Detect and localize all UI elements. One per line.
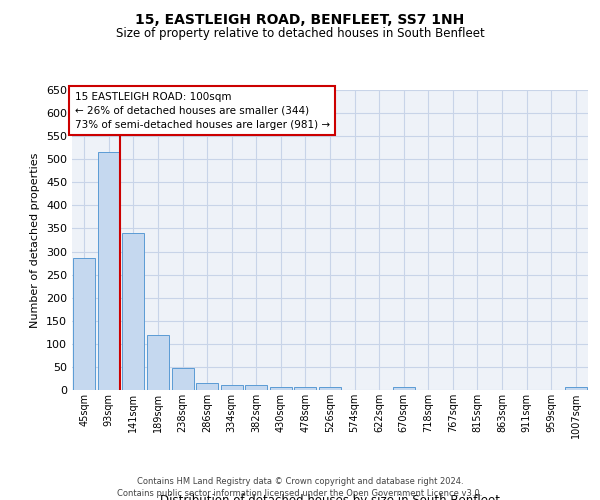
Bar [565, 387, 587, 390]
Bar [172, 368, 194, 390]
Bar [295, 387, 316, 390]
Text: Size of property relative to detached houses in South Benfleet: Size of property relative to detached ho… [116, 28, 484, 40]
X-axis label: Distribution of detached houses by size in South Benfleet: Distribution of detached houses by size … [160, 494, 500, 500]
Bar [122, 233, 145, 390]
Text: Contains HM Land Registry data © Crown copyright and database right 2024.
Contai: Contains HM Land Registry data © Crown c… [118, 476, 482, 498]
Bar [147, 334, 169, 390]
Bar [392, 387, 415, 390]
Bar [196, 382, 218, 390]
Bar [245, 386, 268, 390]
Text: 15, EASTLEIGH ROAD, BENFLEET, SS7 1NH: 15, EASTLEIGH ROAD, BENFLEET, SS7 1NH [136, 12, 464, 26]
Bar [221, 386, 243, 390]
Bar [319, 387, 341, 390]
Bar [98, 152, 120, 390]
Y-axis label: Number of detached properties: Number of detached properties [31, 152, 40, 328]
Bar [270, 387, 292, 390]
Bar [73, 258, 95, 390]
Text: 15 EASTLEIGH ROAD: 100sqm
← 26% of detached houses are smaller (344)
73% of semi: 15 EASTLEIGH ROAD: 100sqm ← 26% of detac… [74, 92, 330, 130]
